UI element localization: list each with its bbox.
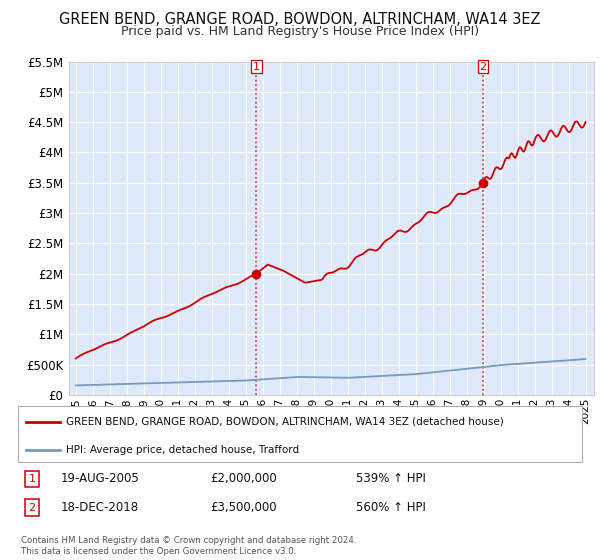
Text: 539% ↑ HPI: 539% ↑ HPI <box>356 473 426 486</box>
Text: 18-DEC-2018: 18-DEC-2018 <box>60 501 139 514</box>
Text: HPI: Average price, detached house, Trafford: HPI: Average price, detached house, Traf… <box>66 445 299 455</box>
Text: 19-AUG-2005: 19-AUG-2005 <box>60 473 139 486</box>
Text: GREEN BEND, GRANGE ROAD, BOWDON, ALTRINCHAM, WA14 3EZ: GREEN BEND, GRANGE ROAD, BOWDON, ALTRINC… <box>59 12 541 27</box>
Text: 1: 1 <box>253 62 260 72</box>
Text: £2,000,000: £2,000,000 <box>210 473 277 486</box>
Text: GREEN BEND, GRANGE ROAD, BOWDON, ALTRINCHAM, WA14 3EZ (detached house): GREEN BEND, GRANGE ROAD, BOWDON, ALTRINC… <box>66 417 503 427</box>
Text: 2: 2 <box>29 502 35 512</box>
Text: 560% ↑ HPI: 560% ↑ HPI <box>356 501 426 514</box>
Text: £3,500,000: £3,500,000 <box>210 501 277 514</box>
Text: 2: 2 <box>479 62 487 72</box>
Text: 1: 1 <box>29 474 35 484</box>
Text: Price paid vs. HM Land Registry's House Price Index (HPI): Price paid vs. HM Land Registry's House … <box>121 25 479 38</box>
Text: Contains HM Land Registry data © Crown copyright and database right 2024.
This d: Contains HM Land Registry data © Crown c… <box>21 536 356 556</box>
